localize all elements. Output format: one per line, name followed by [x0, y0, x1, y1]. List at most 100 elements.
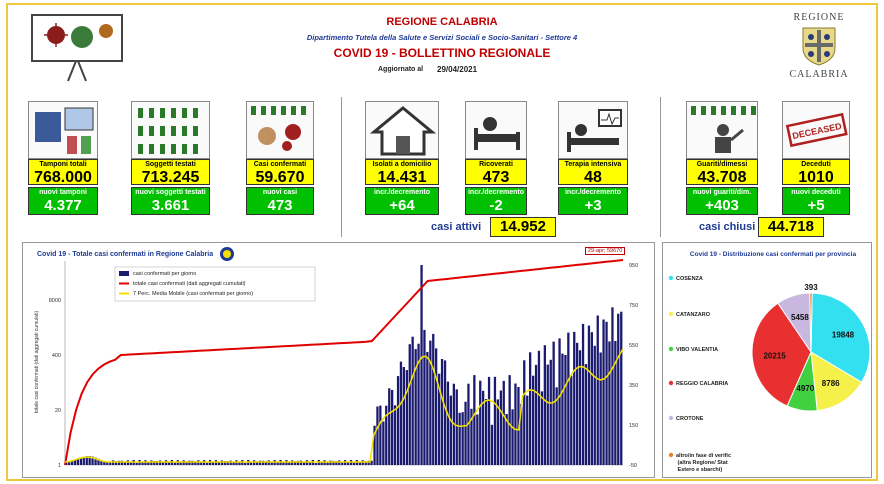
- daily-cases-bar: [405, 370, 408, 465]
- daily-cases-bar: [258, 460, 262, 465]
- daily-cases-bar: [438, 373, 441, 465]
- daily-cases-bar: [270, 461, 273, 465]
- nuovi-guariti-box: nuovi guariti/dim. +403: [686, 187, 758, 215]
- terapia-delta-box: incr./decremento +3: [558, 187, 628, 215]
- isolati-box: Isolati a domicilio 14.431: [365, 159, 439, 186]
- daily-cases-bar: [226, 461, 229, 465]
- daily-cases-bar: [67, 461, 71, 465]
- daily-cases-bar: [526, 395, 529, 465]
- legend-dot: [668, 275, 674, 281]
- nuovi-tamponi-label: nuovi tamponi: [39, 189, 87, 196]
- daily-cases-bar: [382, 421, 385, 465]
- legend-label: CROTONE: [676, 416, 704, 422]
- daily-cases-bar: [294, 461, 297, 465]
- daily-cases-bar: [76, 458, 79, 465]
- daily-cases-bar: [223, 461, 226, 465]
- house-icon: [369, 106, 437, 156]
- line-chart-panel: Covid 19 - Totale casi confermati in Reg…: [22, 242, 655, 478]
- ricoverati-delta-box: incr./decremento -2: [465, 187, 527, 215]
- daily-cases-bar: [264, 461, 267, 465]
- daily-cases-bar: [191, 460, 194, 465]
- daily-cases-bar: [211, 462, 215, 465]
- soggetti-label: Soggetti testati: [145, 161, 196, 168]
- daily-cases-bar: [109, 462, 112, 465]
- isolati-label: Isolati a domicilio: [372, 161, 432, 168]
- legend-label: 7 Perc. Media Mobile (casi confermati pe…: [133, 291, 253, 297]
- daily-cases-bar: [261, 460, 265, 465]
- daily-cases-bar: [540, 391, 544, 465]
- nuovi-casi-box: nuovi casi 473: [246, 187, 314, 215]
- nuovi-tamponi-box: nuovi tamponi 4.377: [28, 187, 98, 215]
- daily-cases-bar: [578, 350, 582, 465]
- terapia-illustration: [558, 101, 628, 159]
- daily-cases-bar: [82, 456, 85, 465]
- y-right-tick-label: 550: [629, 343, 638, 349]
- daily-cases-bar: [282, 462, 285, 465]
- daily-cases-bar: [341, 461, 344, 465]
- section-divider-1: [341, 97, 342, 237]
- nuovi-guariti-value: +403: [705, 197, 739, 214]
- daily-cases-bar: [402, 367, 405, 465]
- nuovi-deceduti-box: nuovi deceduti +5: [782, 187, 850, 215]
- legend-dot: [668, 415, 674, 421]
- daily-cases-bar: [473, 375, 476, 465]
- daily-cases-bar: [391, 390, 394, 465]
- daily-cases-bar: [602, 319, 605, 465]
- daily-cases-bar: [244, 462, 247, 465]
- casi-chiusi-value: 44.718: [768, 218, 814, 235]
- legend-label: CATANZARO: [676, 312, 711, 318]
- daily-cases-bar: [567, 332, 570, 465]
- daily-cases-bar: [570, 375, 573, 465]
- region-title: REGIONE CALABRIA: [386, 16, 498, 28]
- y-left-tick-label: 400: [52, 353, 61, 359]
- daily-cases-bar: [238, 462, 241, 465]
- y-right-tick-label: 750: [629, 303, 638, 309]
- daily-cases-bar: [408, 344, 411, 465]
- casi-attivi-value: 14.952: [500, 218, 546, 235]
- daily-cases-bar: [153, 461, 156, 465]
- daily-cases-bar: [490, 424, 494, 465]
- nuovi-casi-value: 473: [267, 197, 293, 214]
- tamponi-value: 768.000: [34, 169, 92, 186]
- y-left-tick-label: 1: [58, 463, 61, 469]
- daily-cases-bar: [611, 307, 614, 465]
- nuovi-deceduti-label: nuovi deceduti: [791, 189, 841, 196]
- legend-label: casi confermati per giorno: [133, 271, 196, 277]
- terapia-label: Terapia intensiva: [564, 161, 622, 168]
- daily-cases-bar: [411, 336, 414, 465]
- daily-cases-bar: [449, 395, 452, 465]
- daily-cases-bar: [496, 399, 499, 465]
- region-badge-icon: [220, 247, 234, 261]
- daily-cases-bar: [440, 359, 444, 465]
- legend-label: REGGIO CALABRIA: [676, 381, 728, 387]
- nuovi-soggetti-box: nuovi soggetti testati 3.661: [131, 187, 210, 215]
- soggetti-illustration: [131, 101, 210, 159]
- daily-cases-bar: [288, 461, 291, 465]
- guariti-value: 43.708: [697, 169, 747, 186]
- daily-cases-bar: [614, 341, 617, 465]
- casi-attivi-label: casi attivi: [431, 221, 482, 233]
- cumulative-cases-line: [64, 259, 624, 466]
- daily-cases-bar: [549, 359, 552, 465]
- deceduti-value: 1010: [798, 169, 834, 186]
- daily-cases-bar: [302, 461, 306, 465]
- soggetti-box: Soggetti testati 713.245: [131, 159, 210, 186]
- daily-cases-bar: [487, 376, 491, 465]
- soggetti-value: 713.245: [141, 169, 200, 186]
- daily-cases-bar: [543, 345, 546, 465]
- daily-cases-bar: [564, 355, 567, 465]
- daily-cases-bar: [167, 462, 171, 465]
- daily-cases-bar: [120, 460, 124, 465]
- nuovi-casi-label: nuovi casi: [262, 189, 298, 196]
- daily-cases-bar: [88, 456, 91, 465]
- logo-text-top: REGIONE: [793, 12, 845, 23]
- ricoverati-delta-label: incr./decremento: [467, 189, 525, 196]
- ricoverati-delta-value: -2: [489, 197, 503, 214]
- daily-cases-bar: [546, 364, 549, 465]
- terapia-delta-label: incr./decremento: [564, 189, 622, 196]
- pie-value-label: 393: [804, 283, 818, 292]
- legend-label: totale casi confermati (dati aggregati c…: [133, 281, 246, 287]
- deceduti-label: Deceduti: [801, 161, 831, 168]
- daily-cases-bar: [476, 414, 479, 465]
- daily-cases-bar: [250, 462, 253, 465]
